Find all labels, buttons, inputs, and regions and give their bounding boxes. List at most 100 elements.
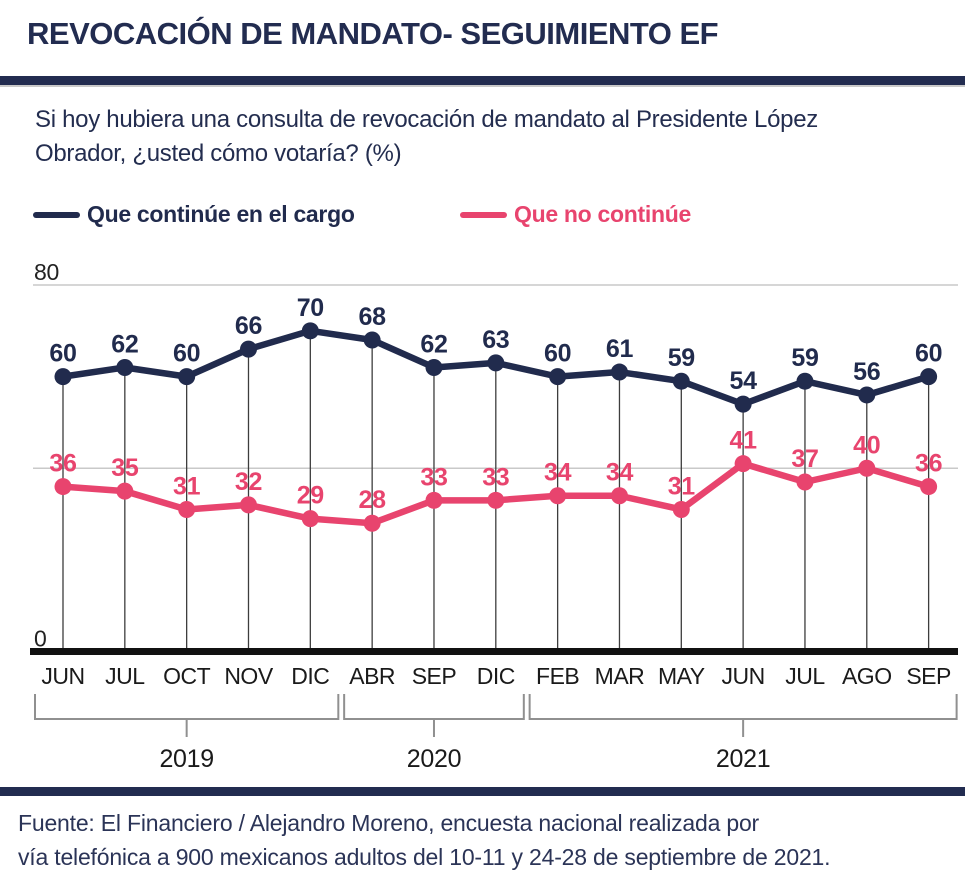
x-axis-label: AGO: [842, 663, 892, 689]
data-label: 40: [853, 431, 880, 459]
data-point: [672, 372, 690, 390]
data-point: [858, 386, 876, 404]
year-label: 2021: [716, 745, 770, 773]
data-label: 63: [482, 326, 509, 354]
data-label: 31: [173, 472, 201, 500]
data-label: 62: [420, 330, 447, 358]
data-point: [796, 372, 814, 390]
data-label: 36: [915, 450, 942, 478]
data-point: [858, 459, 876, 477]
y-axis-label: 0: [34, 626, 47, 652]
data-point: [425, 358, 443, 376]
x-axis-label: MAY: [658, 663, 705, 689]
data-point: [610, 487, 628, 505]
data-label: 32: [235, 468, 262, 496]
x-axis-label: JUN: [41, 663, 84, 689]
data-label: 60: [544, 340, 571, 368]
legend-swatch-navy-icon: [33, 211, 80, 218]
data-label: 60: [173, 340, 200, 368]
legend-item-no-continue: Que no continúe: [460, 201, 691, 228]
chart-question: Si hoy hubiera una consulta de revocació…: [35, 103, 945, 171]
x-axis-label: ABR: [349, 663, 395, 689]
data-label: 29: [297, 482, 324, 510]
data-point: [116, 482, 134, 500]
data-label: 62: [111, 330, 138, 358]
year-bracket: [34, 694, 340, 720]
header-hairline: [0, 85, 965, 87]
data-point: [54, 368, 72, 386]
data-point: [178, 500, 196, 518]
data-label: 61: [606, 335, 634, 363]
data-point: [363, 331, 381, 349]
y-axis-label: 80: [34, 259, 59, 285]
data-point: [301, 510, 319, 528]
data-label: 35: [111, 454, 139, 482]
data-label: 68: [359, 303, 387, 331]
page-title: REVOCACIÓN DE MANDATO- SEGUIMIENTO EF: [27, 16, 719, 51]
x-axis-label: OCT: [163, 663, 211, 689]
data-label: 59: [668, 344, 695, 372]
data-label: 60: [915, 340, 942, 368]
question-line-2: Obrador, ¿usted cómo votaría? (%): [35, 140, 402, 167]
data-label: 54: [730, 367, 758, 395]
x-axis-label: DIC: [291, 663, 329, 689]
data-point: [920, 478, 938, 496]
data-label: 28: [359, 486, 387, 514]
data-point: [239, 340, 257, 358]
data-point: [363, 514, 381, 532]
data-point: [734, 455, 752, 473]
data-point: [301, 322, 319, 340]
data-label: 59: [791, 344, 818, 372]
data-label: 66: [235, 312, 262, 340]
data-label: 60: [49, 340, 76, 368]
x-axis-label: FEB: [536, 663, 579, 689]
data-point: [549, 487, 567, 505]
data-label: 70: [297, 294, 324, 322]
chart-legend: Que continúe en el cargo Que no continúe: [0, 201, 965, 231]
source-line-1: Fuente: El Financiero / Alejandro Moreno…: [18, 810, 760, 836]
x-axis-label: JUL: [105, 663, 145, 689]
data-label: 33: [420, 463, 447, 491]
data-point: [487, 491, 505, 509]
data-label: 34: [606, 459, 634, 487]
data-point: [672, 500, 690, 518]
data-point: [920, 368, 938, 386]
header-divider: [0, 76, 965, 85]
legend-label-continue: Que continúe en el cargo: [87, 201, 355, 227]
footer-divider: [0, 787, 965, 796]
data-point: [549, 368, 567, 386]
year-label: 2020: [407, 745, 461, 773]
line-chart: 80 0 36 35 31 32 29 28 33 33 34 34 31 41 37 40 36 60 62 60 6…: [30, 259, 958, 773]
data-label: 41: [730, 427, 758, 455]
year-bracket: [528, 694, 958, 720]
x-axis-label: JUN: [722, 663, 765, 689]
data-point: [178, 368, 196, 386]
data-point: [487, 354, 505, 372]
data-label: 34: [544, 459, 572, 487]
data-point: [239, 496, 257, 514]
data-point: [734, 395, 752, 413]
data-label: 37: [791, 445, 818, 473]
data-label: 56: [853, 358, 880, 386]
x-axis-label: JUL: [785, 663, 825, 689]
data-point: [796, 473, 814, 491]
x-axis-label: SEP: [906, 663, 951, 689]
data-point: [610, 363, 628, 381]
x-axis-label: MAR: [595, 663, 645, 689]
legend-swatch-pink-icon: [460, 211, 507, 218]
data-point: [425, 491, 443, 509]
legend-label-no-continue: Que no continúe: [514, 201, 691, 227]
data-label: 31: [668, 472, 696, 500]
data-point: [54, 478, 72, 496]
question-line-1: Si hoy hubiera una consulta de revocació…: [35, 106, 818, 133]
data-label: 33: [482, 463, 509, 491]
x-axis-label: SEP: [412, 663, 457, 689]
data-point: [116, 358, 134, 376]
year-bracket: [343, 694, 525, 720]
data-label: 36: [49, 450, 76, 478]
source-note: Fuente: El Financiero / Alejandro Moreno…: [18, 806, 958, 874]
legend-item-continue: Que continúe en el cargo: [33, 201, 355, 228]
source-line-2: vía telefónica a 900 mexicanos adultos d…: [18, 844, 831, 870]
x-axis-label: DIC: [477, 663, 515, 689]
